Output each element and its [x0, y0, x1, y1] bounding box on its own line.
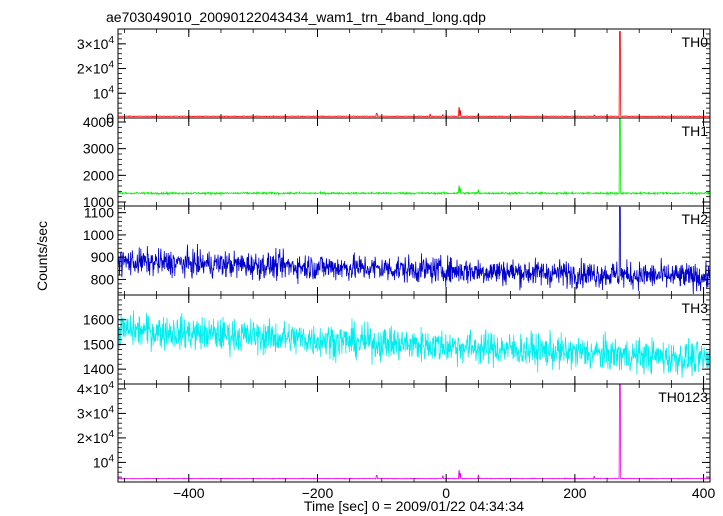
- series-line-th1: [118, 118, 710, 196]
- x-axis-label: Time [sec] 0 = 2009/01/22 04:34:34: [304, 498, 524, 514]
- y-tick-label: 1000: [83, 227, 114, 243]
- panel-label-th0123: TH0123: [658, 389, 708, 405]
- x-tick-label: 400: [692, 485, 716, 501]
- y-tick-label: 104: [93, 453, 115, 470]
- y-tick-label: 1000: [83, 194, 114, 210]
- y-tick-label: 2×104: [77, 60, 115, 77]
- y-tick-label: 3×104: [77, 35, 115, 52]
- y-tick-label: 1100: [84, 205, 114, 221]
- panel-frame: [117, 383, 711, 483]
- x-tick-label: −400: [173, 485, 205, 501]
- y-tick-label: 1500: [83, 336, 114, 352]
- panel-label-th1: TH1: [682, 123, 709, 139]
- y-tick-label: 1400: [83, 361, 114, 377]
- panel-label-th0: TH0: [682, 34, 709, 50]
- x-tick-label: −200: [302, 485, 334, 501]
- chart-title: ae703049010_20090122043434_wam1_trn_4ban…: [106, 9, 486, 25]
- y-tick-label: 4000: [83, 114, 114, 130]
- panel-frame: [117, 205, 711, 296]
- series-line-th0123: [118, 384, 710, 480]
- panel-th0123: 104 2×104 3×104 4×104 TH0123: [77, 380, 711, 483]
- y-tick-label: 2000: [83, 167, 114, 183]
- panel-label-th2: TH2: [682, 211, 709, 227]
- y-tick-label: 3×104: [77, 404, 115, 421]
- panel-th0: 0 104 2×104 3×104 TH0: [77, 28, 711, 126]
- series-line-th0: [118, 31, 710, 118]
- y-tick-label: 800: [91, 271, 115, 287]
- y-tick-label: 104: [93, 84, 115, 101]
- panel-th3: 1400 1500 1600 TH3: [83, 294, 711, 385]
- panel-frame: [117, 28, 711, 119]
- panel-th1: 1000 2000 3000 4000 TH1: [83, 114, 711, 210]
- x-tick-label: 0: [442, 485, 450, 501]
- y-tick-label: 1600: [83, 312, 114, 328]
- y-axis-label: Counts/sec: [34, 221, 50, 291]
- series-line-th2: [118, 206, 710, 295]
- y-tick-label: 900: [91, 249, 115, 265]
- x-tick-label: 200: [563, 485, 587, 501]
- series-line-th3: [118, 310, 710, 378]
- y-tick-label: 2×104: [77, 429, 115, 446]
- y-tick-label: 0: [106, 110, 114, 126]
- panel-th2: 800 900 1000 1100 TH2: [83, 205, 711, 296]
- panel-label-th3: TH3: [682, 300, 709, 316]
- y-tick-label: 4×104: [77, 380, 115, 397]
- y-tick-label: 3000: [83, 141, 114, 157]
